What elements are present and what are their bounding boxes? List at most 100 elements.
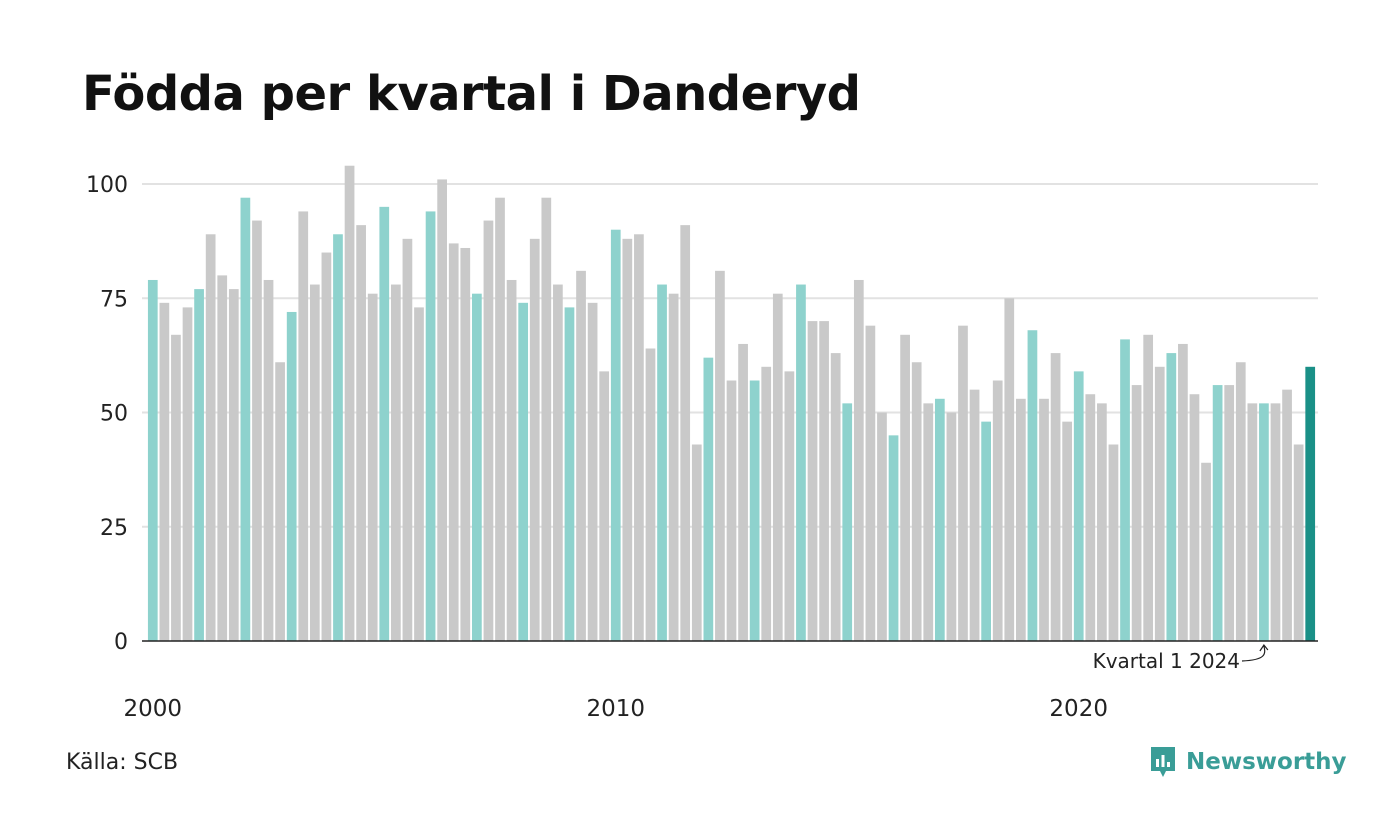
annotation-group: Kvartal 1 2024 xyxy=(1093,643,1269,673)
bar xyxy=(969,389,980,641)
bar xyxy=(830,353,841,641)
bars xyxy=(147,165,1316,642)
bar xyxy=(761,366,772,641)
bar xyxy=(900,334,910,641)
bar xyxy=(911,362,922,641)
bar xyxy=(738,343,748,641)
bar xyxy=(981,421,991,641)
bar xyxy=(1108,444,1119,641)
brand-logo[interactable]: Newsworthy xyxy=(1148,744,1347,780)
bar xyxy=(298,211,309,642)
bar xyxy=(1166,353,1177,641)
bar xyxy=(460,247,471,642)
bar xyxy=(1224,385,1235,641)
bar xyxy=(194,289,204,641)
x-tick-label: 2010 xyxy=(587,696,646,722)
bar xyxy=(483,220,494,641)
bar xyxy=(888,435,899,641)
bar xyxy=(506,279,517,641)
bar xyxy=(553,284,563,641)
x-tick-label: 2000 xyxy=(124,696,183,722)
bar xyxy=(691,444,702,641)
bar xyxy=(263,279,274,641)
bar xyxy=(414,307,424,641)
bar xyxy=(333,234,343,641)
bar xyxy=(286,311,297,641)
bar xyxy=(147,279,158,641)
bar xyxy=(610,229,621,641)
y-axis-ticks: 0 25 50 75 100 xyxy=(86,173,128,655)
bar xyxy=(1247,403,1258,641)
bar xyxy=(252,220,262,641)
annotation-arrow xyxy=(1241,643,1269,662)
bar xyxy=(437,179,447,641)
bar xyxy=(1154,366,1165,641)
bar xyxy=(853,279,864,641)
bar xyxy=(217,275,228,641)
bar xyxy=(877,412,887,641)
bar xyxy=(344,165,355,641)
bar xyxy=(1027,330,1038,641)
bar xyxy=(1062,421,1073,641)
y-tick-label: 50 xyxy=(100,402,128,427)
bar xyxy=(275,362,285,641)
bar xyxy=(749,380,760,641)
bar xyxy=(772,293,783,641)
bar xyxy=(182,307,193,641)
bar xyxy=(634,234,644,641)
bar xyxy=(576,270,586,641)
bar-chart: 0 25 50 75 100 2000 2010 2020 Kvartal 1 2024 xyxy=(86,165,1318,722)
bar xyxy=(321,252,332,642)
bar xyxy=(657,284,667,641)
bar xyxy=(796,284,806,641)
bar xyxy=(472,293,482,641)
bar xyxy=(842,403,853,641)
bar xyxy=(159,302,170,641)
bar xyxy=(1143,334,1154,641)
bar xyxy=(529,238,540,641)
x-tick-label: 2020 xyxy=(1049,696,1108,722)
bar xyxy=(1259,403,1269,641)
bar xyxy=(1293,444,1304,641)
bar xyxy=(1050,353,1061,641)
bar xyxy=(1305,366,1316,641)
bar xyxy=(518,302,529,641)
bar xyxy=(309,284,320,641)
bar xyxy=(807,321,818,641)
brand-name: Newsworthy xyxy=(1186,749,1347,775)
bar xyxy=(205,234,216,641)
bar xyxy=(1004,298,1015,641)
bar xyxy=(784,371,795,641)
bar xyxy=(240,197,251,641)
bar xyxy=(1039,398,1049,641)
bar xyxy=(379,206,390,641)
bar xyxy=(1131,385,1142,641)
bar xyxy=(703,357,714,641)
bar xyxy=(1282,389,1292,641)
bar xyxy=(1270,403,1281,641)
bar xyxy=(1097,403,1107,641)
bar xyxy=(448,243,459,641)
bar xyxy=(622,238,633,641)
bar xyxy=(390,284,401,641)
bar xyxy=(564,307,575,641)
bar xyxy=(668,293,679,641)
bar xyxy=(1073,371,1084,641)
bar xyxy=(1189,394,1200,641)
bar xyxy=(1016,398,1026,641)
bar xyxy=(680,225,691,641)
bar xyxy=(1085,394,1096,641)
y-tick-label: 25 xyxy=(100,516,128,541)
bar xyxy=(1201,462,1211,641)
bar xyxy=(599,371,610,641)
bar xyxy=(1120,339,1130,641)
bar xyxy=(495,197,505,641)
chart-title: Födda per kvartal i Danderyd xyxy=(82,66,861,122)
bar xyxy=(402,238,413,641)
bar xyxy=(946,412,957,641)
bar xyxy=(923,403,934,641)
y-tick-label: 100 xyxy=(86,173,128,198)
source-note: Källa: SCB xyxy=(66,750,179,775)
bar xyxy=(171,334,181,641)
latest-annotation: Kvartal 1 2024 xyxy=(1093,649,1240,673)
